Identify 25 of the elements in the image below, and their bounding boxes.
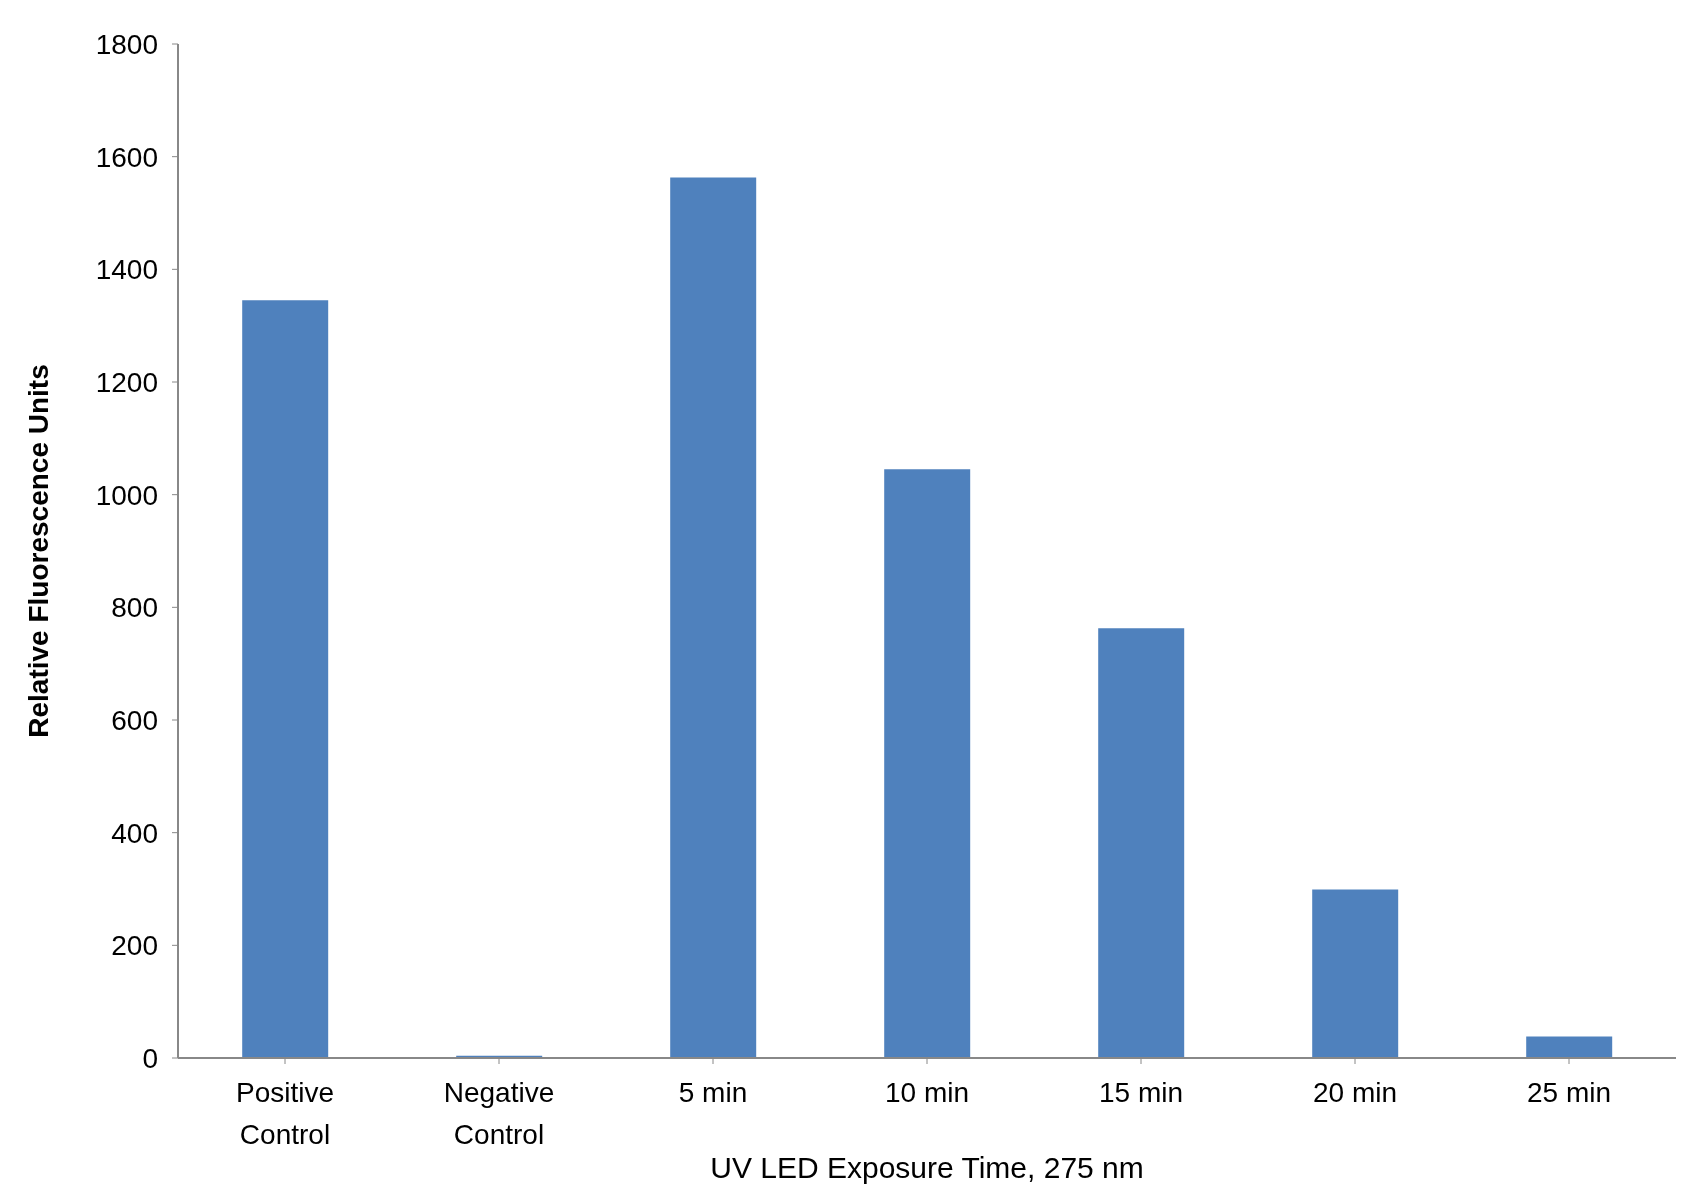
bar: [242, 300, 329, 1058]
bar: [670, 177, 757, 1058]
y-tick-label: 200: [111, 930, 158, 962]
bar: [1526, 1036, 1613, 1058]
y-tick-label: 0: [142, 1042, 158, 1074]
bar: [1312, 889, 1399, 1058]
x-tick-label: 20 min: [1312, 1077, 1398, 1108]
bar: [1098, 628, 1185, 1058]
y-tick-label: 600: [111, 704, 158, 736]
bar: [884, 469, 971, 1058]
y-axis-title: Relative Fluorescence Units: [22, 364, 54, 738]
x-tick-label: 5 min: [678, 1077, 748, 1108]
y-tick-label: 400: [111, 817, 158, 849]
x-tick-label: 25 min: [1526, 1077, 1612, 1108]
y-tick-label: 1200: [95, 366, 158, 398]
y-tick-label: 1000: [95, 479, 158, 511]
x-tick-label: 10 min: [884, 1077, 970, 1108]
x-tick-label: Positive Control: [235, 1077, 335, 1150]
y-tick-label: 1800: [95, 28, 158, 60]
y-tick-label: 1600: [95, 141, 158, 173]
x-axis-title: UV LED Exposure Time, 275 nm: [710, 1151, 1144, 1184]
y-tick-label: 1400: [95, 254, 158, 286]
y-tick-label: 800: [111, 592, 158, 624]
x-tick-label: 15 min: [1098, 1077, 1184, 1108]
x-tick-label: Negative Control: [443, 1077, 555, 1150]
